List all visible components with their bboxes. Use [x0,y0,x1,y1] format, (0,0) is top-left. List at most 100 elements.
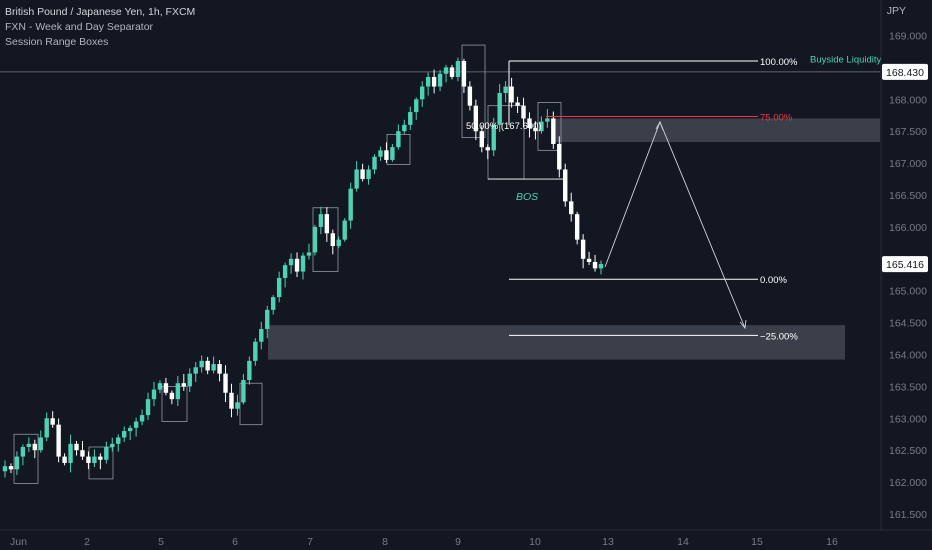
supply-zone [555,118,880,143]
price-tick-label: 164.000 [889,350,927,362]
candle-body [545,118,550,122]
candle-body [259,328,264,342]
session-range-box [13,433,39,484]
demand-zone [268,325,845,360]
candle-body [485,147,490,151]
candle-body [169,392,175,400]
candle-body [318,214,324,227]
candle-body [402,124,407,132]
candle-body [580,239,586,259]
candle-body [56,424,61,457]
candle-body [378,150,383,157]
candle-body [68,443,73,463]
time-tick-label: 10 [529,536,541,548]
candle-body [217,364,222,374]
price-tick-label: 162.000 [889,477,927,489]
price-tick-label: 169.000 [889,31,927,43]
candle-body [306,252,312,256]
price-tick-label: 164.500 [889,318,927,330]
candle-body [342,220,347,240]
time-tick-label: 13 [602,536,614,548]
candle-body [92,456,97,463]
candle-body [211,364,216,371]
price-tick-label: 163.000 [889,413,927,425]
candle-body [336,239,341,247]
candle-body [157,383,163,390]
arrow-head-icon [655,120,664,131]
candle-body [324,214,330,234]
candle-body [348,188,353,221]
candle-body [205,360,210,371]
candle-body [408,112,413,125]
session-range-box [461,44,486,138]
time-tick-label: 7 [307,536,313,548]
candle-body [312,226,318,253]
candle-body [449,67,455,77]
price-axis[interactable]: 161.500 162.000 162.500 163.000 163.500 164.0… [880,0,928,530]
candle-body [20,447,26,457]
candles [2,57,604,478]
candle-body [181,383,186,387]
candle-body [366,169,371,180]
candle-body [44,418,49,438]
candle-body [282,265,288,278]
candle-body [396,131,401,148]
candle-body [539,121,544,132]
fib-level-label: 75.00% [760,113,793,124]
session-range-box [161,385,188,422]
arrow-head-icon [739,319,747,330]
candle-body [598,263,604,269]
level-price-label: 168.430 [886,67,924,79]
zone-layer [0,71,880,360]
time-tick-label: 6 [232,536,238,548]
fib-level-label: −25.00% [760,331,798,342]
candle-body [133,421,139,428]
candle-body [145,399,151,416]
candle-body [229,392,234,409]
price-tick-label: 166.500 [889,190,927,202]
candle-body [294,258,300,272]
candle-body [110,443,115,448]
candle-body [425,76,431,87]
candle-body [360,169,365,180]
time-tick-label: 5 [158,536,164,548]
candle-body [247,360,252,381]
candle-body [193,367,198,374]
candle-body [175,383,181,400]
candle-body [62,456,67,463]
candle-body [74,443,79,451]
candle-body [437,73,443,87]
candle-body [223,373,228,393]
candle-body [300,255,306,272]
candle-body [139,415,145,422]
candle-body [551,118,556,144]
candle-body [104,447,109,460]
fib-midpoint-label: 50.00% (167.600) [466,121,542,132]
candle-body [151,389,157,400]
candle-body [80,450,85,457]
candle-body [199,360,204,368]
indicator-session-range-boxes[interactable]: Session Range Boxes [5,36,109,48]
candle-body [586,258,592,262]
candle-body [38,437,43,451]
indicator-week-day-separator[interactable]: FXN - Week and Day Separator [5,21,154,33]
symbol-title[interactable]: British Pound / Japanese Yen, 1h, FXCM [5,6,196,18]
candle-body [241,380,246,403]
price-tick-label: 163.500 [889,381,927,393]
candle-body [163,383,169,393]
candle-body [515,102,520,106]
time-tick-label: 14 [677,536,689,548]
candle-body [467,86,473,106]
candle-body [116,437,121,444]
time-axis[interactable]: Jun 2 5 6 7 8 9 10 13 14 15 16 [0,529,932,548]
price-tick-label: 167.000 [889,158,927,170]
candle-body [265,309,270,329]
time-tick-label: 15 [751,536,763,548]
candle-body [479,131,484,148]
session-range-box [239,382,263,426]
candle-body [527,118,532,129]
candle-body [288,258,294,266]
candle-body [497,92,502,125]
candle-body [26,443,32,448]
